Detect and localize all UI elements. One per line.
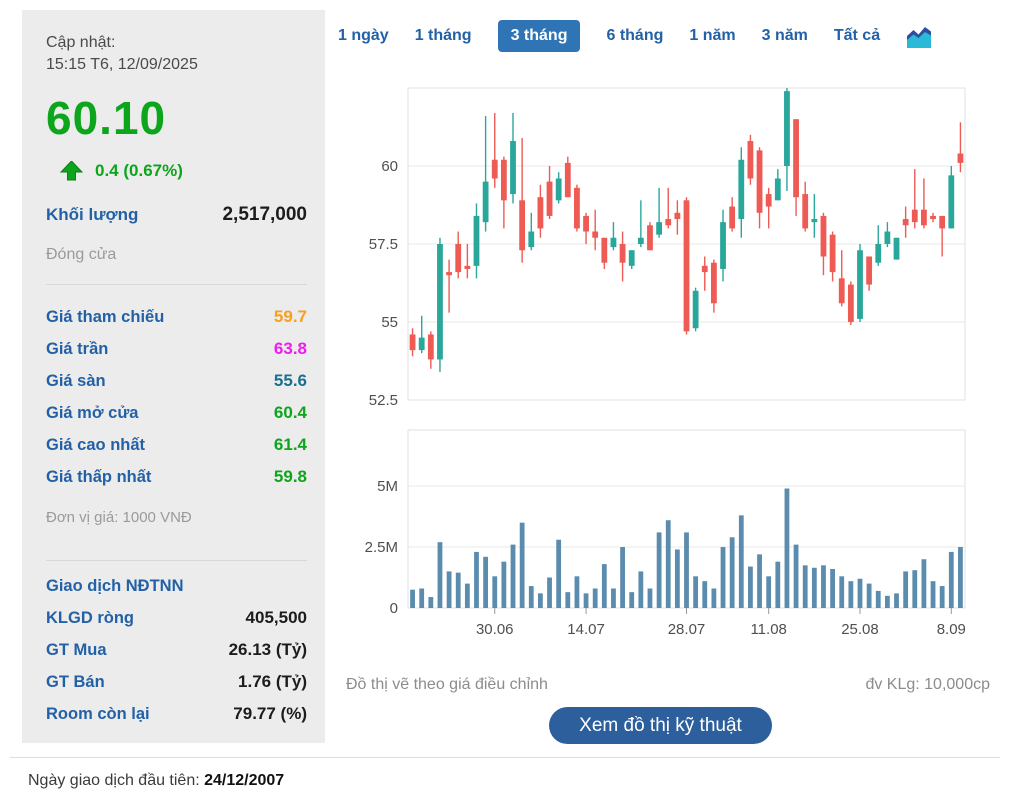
row-sell-value: GT Bán 1.76 (Tỷ) [46,666,307,698]
row-label: GT Bán [46,672,105,691]
svg-text:28.07: 28.07 [668,621,706,638]
stock-summary-panel: Cập nhật: 15:15 T6, 12/09/2025 60.10 0.4… [22,10,325,743]
first-trading-day: Ngày giao dịch đầu tiên: 24/12/2007 [28,772,284,790]
price-detail-rows: Giá tham chiếu 59.7 Giá trần 63.8 Giá sà… [46,301,307,493]
row-value: 59.7 [273,307,307,327]
row-reference-price: Giá tham chiếu 59.7 [46,301,307,333]
row-value: 1.76 (Tỷ) [238,672,307,692]
foreign-trading-rows: KLGD ròng 405,500 GT Mua 26.13 (Tỷ) GT B… [46,602,307,730]
row-value: 61.4 [273,435,307,455]
period-tabs: 1 ngày 1 tháng 3 tháng 6 tháng 1 năm 3 n… [338,19,932,53]
row-label: Room còn lại [46,704,150,723]
svg-text:25.08: 25.08 [841,621,879,638]
row-floor-price: Giá sàn 55.6 [46,365,307,397]
area-chart-icon[interactable] [906,23,932,49]
svg-text:57.5: 57.5 [369,236,398,253]
svg-text:8.09: 8.09 [937,621,966,638]
technical-chart-button[interactable]: Xem đồ thị kỹ thuật [549,707,772,744]
row-value: 59.8 [273,467,307,487]
row-label: Giá mở cửa [46,403,139,422]
svg-text:60: 60 [381,158,398,175]
svg-text:0: 0 [390,600,398,617]
price-change: 0.4 (0.67%) [95,161,183,181]
tab-all[interactable]: Tất cả [833,27,881,44]
row-value: 79.77 (%) [233,704,307,724]
tab-1-day[interactable]: 1 ngày [338,27,389,44]
last-price: 60.10 [46,92,167,145]
row-value: 405,500 [245,608,307,628]
update-time: 15:15 T6, 12/09/2025 [46,56,198,74]
svg-text:52.5: 52.5 [369,392,398,409]
svg-text:11.08: 11.08 [750,621,786,638]
row-highest-price: Giá cao nhất 61.4 [46,429,307,461]
row-room-remaining: Room còn lại 79.77 (%) [46,698,307,730]
svg-text:5M: 5M [377,478,398,495]
panel-divider [46,284,307,286]
tab-1-month[interactable]: 1 tháng [414,27,472,44]
up-arrow-icon [60,161,83,181]
svg-text:30.06: 30.06 [476,621,514,638]
row-label: KLGD ròng [46,608,134,627]
row-lowest-price: Giá thấp nhất 59.8 [46,461,307,493]
session-status: Đóng cửa [46,246,117,264]
price-change-row: 0.4 (0.67%) [46,158,307,184]
panel-divider [46,560,307,562]
svg-text:55: 55 [381,314,398,331]
svg-text:2.5M: 2.5M [365,539,398,556]
foreign-trading-header: Giao dịch NĐTNN [46,577,184,596]
row-label: Giá cao nhất [46,435,146,454]
row-label: Giá thấp nhất [46,467,152,486]
row-open-price: Giá mở cửa 60.4 [46,397,307,429]
tab-3-years[interactable]: 3 năm [761,27,808,44]
row-value: 55.6 [273,371,307,391]
row-buy-value: GT Mua 26.13 (Tỷ) [46,634,307,666]
row-label: Giá trần [46,339,109,358]
first-trading-date: 24/12/2007 [204,772,285,789]
first-trading-label: Ngày giao dịch đầu tiên: [28,772,200,789]
chart-svg: 60 57.5 55 52.5 5M 2.5M 0 30.06 14.07 28.07 11.08 2… [365,87,966,638]
tab-6-months[interactable]: 6 tháng [606,27,664,44]
row-label: GT Mua [46,640,107,659]
row-label: Giá tham chiếu [46,307,165,326]
update-timestamp: Cập nhật: 15:15 T6, 12/09/2025 [46,32,307,76]
row-net-foreign-volume: KLGD ròng 405,500 [46,602,307,634]
tab-3-months[interactable]: 3 tháng [497,20,581,52]
tab-1-year[interactable]: 1 năm [689,27,736,44]
price-unit-note: Đơn vị giá: 1000 VNĐ [46,509,192,527]
adjusted-price-note: Đồ thị vẽ theo giá điều chỉnh [346,676,548,693]
row-value: 26.13 (Tỷ) [228,640,307,660]
row-label: Giá sàn [46,371,106,390]
row-value: 60.4 [273,403,307,423]
volume-value: 2,517,000 [222,204,307,226]
row-ceiling-price: Giá trần 63.8 [46,333,307,365]
volume-unit-note: đv KLg: 10,000cp [865,676,990,693]
candlestick-volume-chart[interactable]: 60 57.5 55 52.5 5M 2.5M 0 30.06 14.07 28.07 11.08 2… [340,78,1010,663]
row-value: 63.8 [273,339,307,359]
bottom-divider [10,757,1000,758]
update-label: Cập nhật: [46,34,116,51]
svg-text:14.07: 14.07 [567,621,605,638]
volume-label: Khối lượng [46,205,139,225]
volume-row: Khối lượng 2,517,000 [46,204,307,226]
